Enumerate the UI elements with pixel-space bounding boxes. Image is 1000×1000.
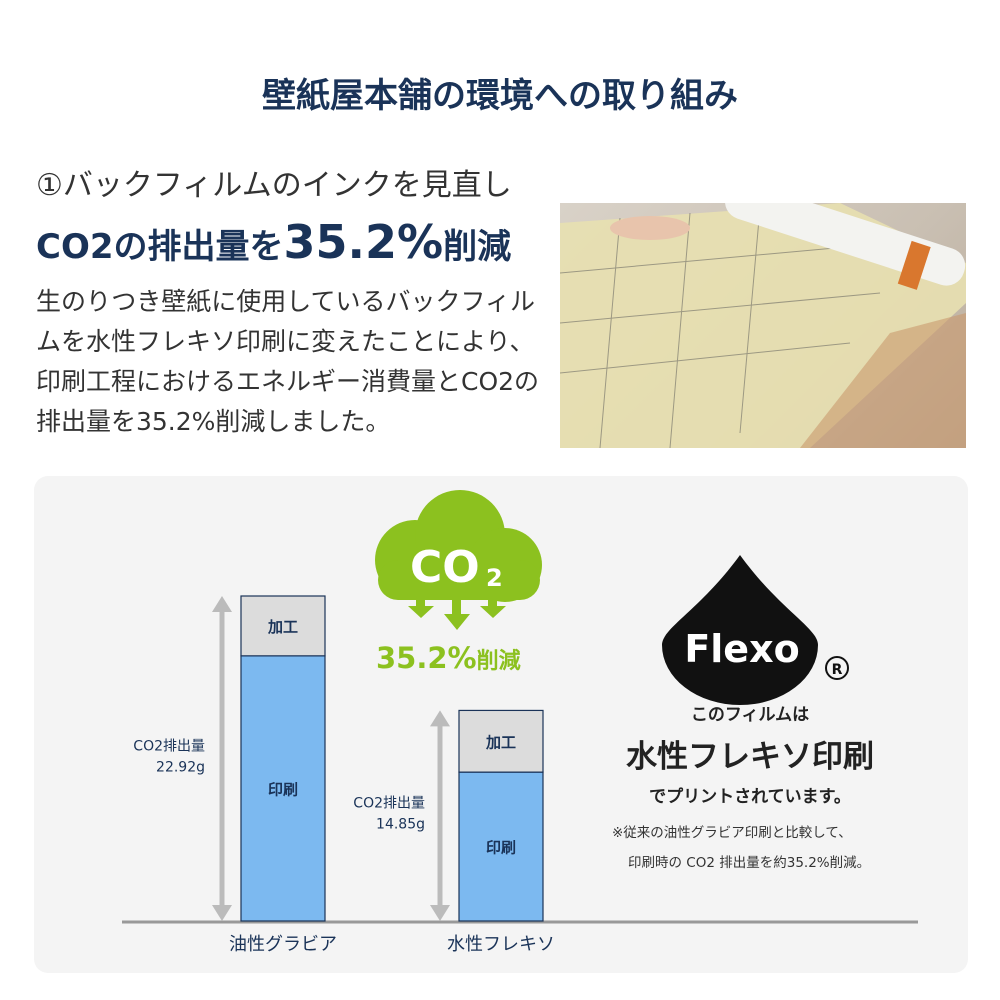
down-arrow-icon <box>408 596 434 618</box>
bar-segment-label: 加工 <box>267 618 298 636</box>
total-label: CO2排出量 <box>353 796 425 812</box>
bar-segment-print <box>458 771 544 922</box>
cloud-sub-label: 2 <box>486 564 503 592</box>
total-value: 22.92g <box>156 760 205 776</box>
flexo-drop-logo: Flexo R <box>662 555 849 705</box>
total-value: 14.85g <box>376 817 425 833</box>
registered-mark: R <box>832 662 843 678</box>
flexo-note2: 印刷時の CO2 排出量を約35.2%削減。 <box>628 855 871 871</box>
headline-post: 削減 <box>443 227 512 267</box>
svg-text:Flexo: Flexo <box>684 627 799 671</box>
category-label: 水性フレキソ <box>447 934 555 955</box>
down-arrow-icon <box>444 596 470 630</box>
bar-segment-label: 印刷 <box>268 780 298 798</box>
flexo-line2: 水性フレキソ印刷 <box>626 739 874 775</box>
headline-percent: 35.2% <box>283 215 444 269</box>
flexo-note1: ※従来の油性グラビア印刷と比較して、 <box>612 825 852 841</box>
arrow-down-icon <box>430 905 450 921</box>
arrow-up-icon <box>430 710 450 727</box>
wallpaper-roll-photo <box>560 203 966 448</box>
photo-illustration <box>560 203 966 448</box>
arrow-up-icon <box>212 596 232 612</box>
bar-segment-label: 加工 <box>485 733 516 751</box>
co2-cloud-icon <box>375 490 542 630</box>
arrow-down-icon <box>212 905 232 921</box>
cloud-co-label: CO <box>410 542 480 593</box>
down-arrow-icon <box>480 596 506 618</box>
page-title: 壁紙屋本舗の環境への取り組み <box>262 76 738 116</box>
flexo-description: このフィルムは 水性フレキソ印刷 でプリントされています。 ※従来の油性グラビア… <box>590 700 910 871</box>
bar-segment-process <box>458 709 544 773</box>
category-label: 油性グラビア <box>229 934 337 955</box>
section-body: 生のりつき壁紙に使用しているバックフィルムを水性フレキソ印刷に変えたことにより、… <box>36 287 540 436</box>
reduction-label: 35.2%削減 <box>376 641 521 675</box>
flexo-line3: でプリントされています。 <box>649 787 851 807</box>
headline: CO2の排出量を35.2%削減 <box>36 215 511 269</box>
flexo-line1: このフィルムは <box>690 705 810 725</box>
section-subtitle: ①バックフィルムのインクを見直し <box>36 168 512 203</box>
headline-pre: CO2の排出量を <box>36 227 284 267</box>
bar-segment-print <box>240 655 326 922</box>
total-label: CO2排出量 <box>133 739 205 755</box>
bar-segment-process <box>240 595 326 657</box>
bar-segment-label: 印刷 <box>486 839 516 857</box>
